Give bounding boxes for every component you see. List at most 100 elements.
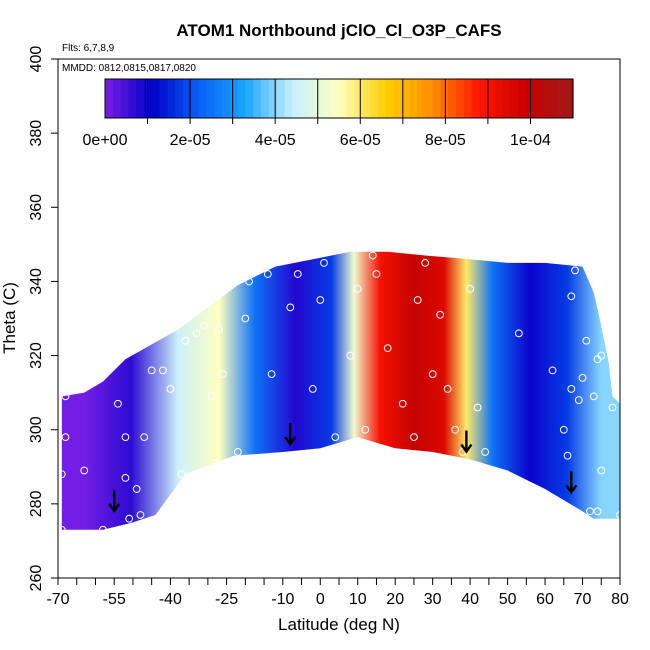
colorbar-segment <box>409 79 418 118</box>
x-tick-label: 0 <box>316 591 325 608</box>
colorbar: 0e+00 2e-05 4e-05 6e-05 8e-05 1e-04 <box>83 78 574 149</box>
sample-point <box>200 322 209 330</box>
sample-point <box>574 396 583 404</box>
colorbar-segment <box>237 79 246 118</box>
sample-point <box>443 385 452 393</box>
sample-point <box>481 448 490 456</box>
x-tick-label: 30 <box>424 591 442 608</box>
sample-point <box>263 270 272 278</box>
down-arrow <box>460 430 473 454</box>
colorbar-segment <box>440 79 449 118</box>
sample-point <box>140 433 149 442</box>
sample-point <box>207 392 216 401</box>
sample-point <box>192 329 201 338</box>
colorbar-segment <box>198 79 207 118</box>
colorbar-segment <box>300 79 309 118</box>
colorbar-segment <box>401 79 410 118</box>
x-tick-label: 40 <box>461 591 479 608</box>
arrow-head <box>108 503 121 513</box>
x-tick-label: -25 <box>215 591 238 608</box>
sample-point <box>586 507 594 516</box>
colorbar-segment <box>261 79 270 118</box>
sample-point <box>331 433 340 442</box>
sample-point <box>559 425 568 434</box>
sample-point <box>215 325 224 334</box>
sample-point <box>413 296 422 304</box>
colorbar-tick-label: 1e-04 <box>510 132 551 149</box>
colorbar-segment <box>128 79 137 118</box>
dates-text: MMDD: 0812,0815,0817,0820 <box>62 63 196 74</box>
colorbar-segment <box>245 79 254 118</box>
colorbar-segment <box>339 79 348 118</box>
colorbar-segment <box>479 79 488 118</box>
sample-point <box>421 258 430 267</box>
arrow-head <box>460 443 473 454</box>
colorbar-segment <box>315 79 324 118</box>
x-tick-label: 70 <box>574 591 592 608</box>
colorbar-segment <box>378 79 387 118</box>
sample-point <box>597 351 606 360</box>
sample-point <box>473 403 482 412</box>
colorbar-segment <box>151 79 161 118</box>
colorbar-segment <box>206 79 215 118</box>
colorbar-segment <box>292 79 301 118</box>
y-axis-title: Theta (C) <box>0 282 19 354</box>
colorbar-segment <box>284 79 293 118</box>
x-tick-label: 60 <box>536 591 554 608</box>
sample-point <box>99 525 107 534</box>
y-tick-label: 260 <box>28 565 45 592</box>
colorbar-segment <box>331 79 340 118</box>
colorbar-segment <box>487 79 496 118</box>
down-arrow <box>284 423 297 447</box>
colorbar-segment <box>448 79 457 118</box>
colorbar-segment <box>159 79 168 118</box>
colorbar-tick-label: 2e-05 <box>170 132 211 149</box>
sample-point <box>233 448 242 456</box>
colorbar-tick-label: 4e-05 <box>255 132 296 149</box>
colorbar-segment <box>136 79 145 118</box>
field-surface <box>61 251 620 530</box>
sample-point <box>121 474 130 482</box>
sample-point <box>308 385 317 393</box>
colorbar-segment <box>307 79 317 118</box>
colorbar-segment <box>385 79 395 118</box>
x-tick-label: -40 <box>159 591 182 608</box>
colorbar-segment <box>557 79 566 118</box>
sample-point <box>567 385 576 393</box>
x-tick-label: 50 <box>499 591 517 608</box>
colorbar-segment <box>167 79 176 118</box>
sample-point <box>316 296 325 304</box>
sample-point <box>121 433 130 442</box>
sample-point <box>181 336 190 345</box>
x-tick-label: -10 <box>271 591 294 608</box>
sample-point <box>159 366 167 375</box>
sample-point <box>177 470 186 479</box>
colorbar-segment <box>495 79 504 118</box>
sample-point <box>61 392 70 401</box>
colorbar-segment <box>510 79 519 118</box>
x-tick-label: -70 <box>46 591 69 608</box>
colorbar-segment <box>190 79 200 118</box>
y-tick-label: 300 <box>28 416 45 443</box>
colorbar-segment <box>276 79 285 118</box>
sample-point <box>410 433 418 442</box>
sample-point <box>136 511 145 519</box>
colorbar-segment <box>502 79 512 118</box>
y-tick-label: 280 <box>28 490 45 517</box>
sample-point <box>608 403 617 412</box>
sample-point <box>241 314 250 323</box>
sample-point <box>320 258 328 267</box>
sample-point <box>267 370 276 379</box>
sample-point <box>582 336 591 345</box>
arrows <box>108 423 578 513</box>
sample-point <box>80 466 89 475</box>
colorbar-segment <box>417 79 426 118</box>
sample-point <box>563 451 572 460</box>
sample-point <box>372 270 381 278</box>
y-tick-label: 320 <box>28 342 45 369</box>
colorbar-segment <box>393 79 402 118</box>
sample-point <box>567 292 576 301</box>
sample-point <box>436 310 445 319</box>
x-axis: -70 -55 -40 -25 -10 0 10 20 30 40 50 60 70 80 <box>46 578 629 608</box>
chart-title: ATOM1 Northbound jClO_Cl_O3P_CAFS <box>176 21 501 40</box>
